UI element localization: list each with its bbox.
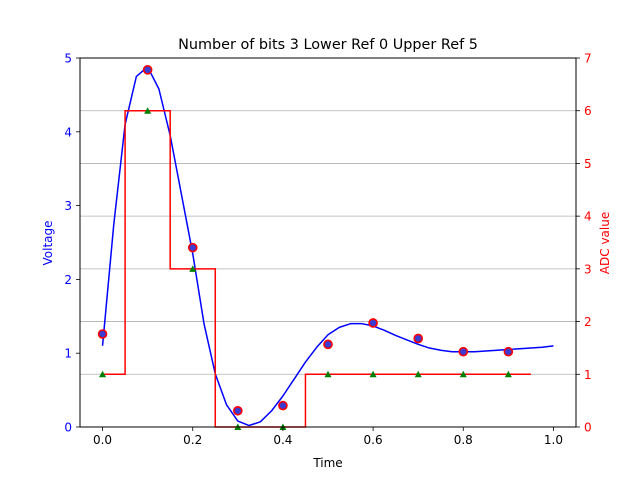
sample-point <box>233 405 243 416</box>
quantized-marker <box>369 370 377 378</box>
quantized-marker <box>189 265 197 272</box>
x-axis-label: Time <box>312 456 342 470</box>
voltage-curve <box>101 66 554 427</box>
plot-data <box>97 65 554 430</box>
y-right-tick-label: 4 <box>584 210 592 224</box>
y-axis-label-left: Voltage <box>41 220 55 265</box>
sample-point <box>187 242 198 253</box>
y-right-tick-label: 6 <box>584 104 592 118</box>
sample-point <box>368 318 378 328</box>
y-left-tick-label: 3 <box>64 199 72 213</box>
y-right-tick-label: 5 <box>584 157 592 171</box>
quantized-marker <box>99 370 107 378</box>
quantized-marker <box>414 370 422 378</box>
sample-point <box>142 65 153 75</box>
y-left-tick-label: 2 <box>64 273 72 287</box>
y-axis-label-right: ADC value <box>598 212 612 274</box>
y-right-tick-label: 7 <box>584 52 592 66</box>
sample-point <box>458 346 469 357</box>
y-right-tick-label: 1 <box>584 368 592 382</box>
y-right-tick-label: 0 <box>584 421 592 435</box>
quantized-marker <box>459 370 467 378</box>
y-left-tick-label: 5 <box>64 52 72 66</box>
y-left-tick-label: 1 <box>64 347 72 361</box>
chart-title: Number of bits 3 Lower Ref 0 Upper Ref 5 <box>178 37 478 53</box>
sample-point <box>278 400 288 411</box>
x-tick-label: 1.0 <box>544 433 563 447</box>
quantized-marker <box>324 370 332 378</box>
x-tick-label: 0.6 <box>364 433 383 447</box>
y-left-tick-label: 4 <box>64 125 72 139</box>
y-right-tick-label: 2 <box>584 315 592 329</box>
y-left-tick-label: 0 <box>64 421 72 435</box>
sample-point <box>413 333 423 344</box>
x-tick-label: 0.4 <box>273 433 292 447</box>
plot-frame <box>79 57 577 428</box>
sample-point <box>97 329 108 339</box>
sample-point <box>503 346 514 357</box>
quantized-marker <box>144 107 152 114</box>
x-tick-label: 0.2 <box>183 433 202 447</box>
x-tick-label: 0.0 <box>93 433 112 447</box>
x-tick-label: 0.8 <box>454 433 473 447</box>
y-right-tick-label: 3 <box>584 262 592 276</box>
sample-point <box>323 339 333 350</box>
quantized-marker <box>504 370 512 378</box>
axes: 0.0 0.2 0.4 0.6 0.8 1.0 0 1 2 3 4 5 0 1 2 3 4 5 6 7 <box>64 52 591 448</box>
